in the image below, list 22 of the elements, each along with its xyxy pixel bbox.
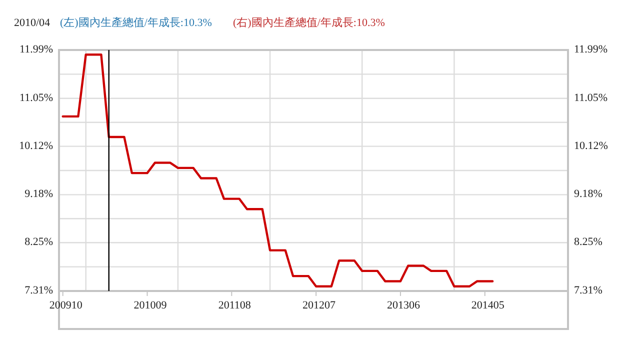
x-tick-label: 201306 — [386, 300, 420, 312]
y2-tick-label: 9.18% — [574, 188, 602, 200]
y-tick-label: 11.05% — [19, 92, 53, 104]
x-tick-label: 201108 — [218, 300, 252, 312]
text: (左)國內生產總值/年成長:10.3% — [60, 16, 212, 29]
x-tick-label: 201009 — [134, 300, 168, 312]
x-tick-label: 200910 — [49, 300, 83, 312]
y2-tick-label: 10.12% — [574, 140, 608, 152]
text: (右)國內生產總值/年成長:10.3% — [233, 16, 385, 29]
y2-tick-label: 7.31% — [574, 284, 602, 297]
y-tick-label: 7.31% — [24, 284, 53, 297]
x-tick-label: 201207 — [302, 300, 336, 312]
y-tick-label: 9.18% — [24, 188, 53, 200]
line-series — [62, 54, 494, 288]
y2-tick-label: 11.05% — [574, 92, 608, 104]
y2-tick-label: 8.25% — [574, 236, 602, 248]
y-tick-label: 10.12% — [19, 140, 53, 152]
chart-title: 2010/04 — [14, 17, 51, 29]
y-tick-label: 11.99% — [19, 44, 53, 56]
y2-tick-label: 11.99% — [574, 44, 608, 56]
x-tick-label: 201405 — [471, 300, 505, 312]
y-tick-label: 8.25% — [24, 236, 53, 248]
